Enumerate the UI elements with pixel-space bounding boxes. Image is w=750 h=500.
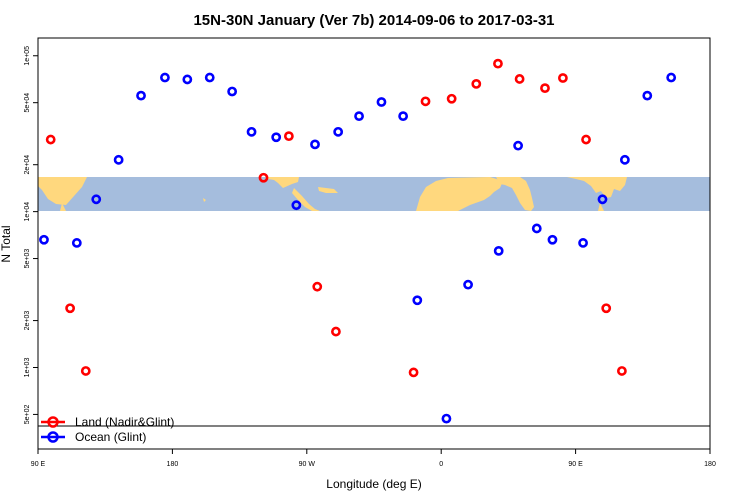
map-land-asia-left <box>38 177 87 205</box>
land-point <box>540 83 550 94</box>
world-map-band <box>38 177 710 211</box>
land-point <box>514 74 525 84</box>
ocean-point <box>578 238 588 248</box>
ocean-point <box>333 126 344 137</box>
y-tick-label: 1e+03 <box>24 358 31 378</box>
ocean-point <box>71 238 82 248</box>
y-tick-label: 1e+05 <box>24 46 31 66</box>
ocean-point <box>182 74 193 85</box>
legend: Land (Nadir&Glint) Ocean (Glint) <box>41 415 174 444</box>
ocean-point <box>412 295 423 306</box>
x-axis-label: Longitude (deg E) <box>326 477 421 491</box>
ocean-point <box>160 72 170 83</box>
land-point <box>80 366 91 376</box>
legend-entry-land: Land (Nadir&Glint) <box>41 415 174 429</box>
ocean-point <box>547 234 558 245</box>
land-point <box>616 366 627 376</box>
y-tick-label: 5e+04 <box>24 93 31 113</box>
land-point <box>581 134 591 145</box>
ocean-point <box>291 200 302 211</box>
chart-title: 15N-30N January (Ver 7b) 2014-09-06 to 2… <box>193 12 554 29</box>
y-axis-ticks: 5e+02 1e+03 2e+03 5e+03 1e+04 2e+04 5e+04 1e+05 <box>24 46 38 424</box>
plot-frame <box>37 37 711 450</box>
y-tick-label: 2e+04 <box>24 155 31 175</box>
ocean-point <box>136 90 146 101</box>
ocean-point <box>513 140 524 151</box>
map-land-islands-right <box>598 203 604 211</box>
land-point <box>558 73 568 83</box>
ocean-point <box>246 126 257 137</box>
ocean-point <box>113 154 124 165</box>
map-land-caribbean <box>318 187 338 193</box>
ocean-point <box>39 234 49 245</box>
land-point <box>601 303 612 314</box>
ocean-point <box>227 86 238 97</box>
ocean-point <box>666 72 677 83</box>
legend-label-ocean: Ocean (Glint) <box>75 430 146 444</box>
map-land-central-america <box>292 188 320 211</box>
legend-swatch-land-marker <box>47 416 59 428</box>
ocean-point <box>204 72 215 83</box>
ocean-point <box>597 194 608 205</box>
ocean-point <box>619 154 630 165</box>
ocean-point <box>441 413 452 424</box>
ocean-point <box>354 111 364 122</box>
land-point <box>45 134 56 145</box>
x-tick-label: 90 E <box>568 461 583 468</box>
legend-swatch-ocean-marker <box>47 431 59 443</box>
y-tick-label: 1e+04 <box>24 202 31 222</box>
ocean-point <box>310 139 320 150</box>
map-land-asia-right <box>567 177 627 198</box>
y-tick-label: 5e+02 <box>24 404 31 424</box>
x-tick-label: 90 E <box>31 461 46 468</box>
legend-label-land: Land (Nadir&Glint) <box>75 415 174 429</box>
land-point <box>493 58 503 69</box>
x-tick-label: 90 W <box>299 461 316 468</box>
map-land-north-america <box>265 177 299 188</box>
land-point <box>312 281 323 292</box>
legend-entry-ocean: Ocean (Glint) <box>41 430 146 444</box>
ocean-point <box>271 132 282 143</box>
ocean-point <box>642 90 653 101</box>
land-point <box>408 367 419 378</box>
data-points <box>39 58 677 424</box>
land-point <box>446 93 457 104</box>
map-land-hawaii <box>203 198 206 202</box>
y-tick-label: 5e+03 <box>24 249 31 269</box>
x-tick-label: 0 <box>439 461 443 468</box>
land-point <box>65 303 76 314</box>
land-point <box>258 172 269 183</box>
ocean-point <box>376 97 387 107</box>
map-land-arabia-india-right <box>496 177 534 211</box>
ocean-point <box>531 223 542 234</box>
ocean-point <box>398 111 409 122</box>
map-land-islands <box>60 203 66 211</box>
y-axis-label: N Total <box>0 225 13 262</box>
x-tick-label: 180 <box>704 461 716 468</box>
x-tick-label: 180 <box>167 461 179 468</box>
x-axis-ticks: 90 E 180 90 W 0 90 E 180 <box>31 449 716 468</box>
ocean-point <box>91 194 102 205</box>
map-land-africa-arabia <box>416 177 503 211</box>
ocean-point <box>493 245 504 256</box>
land-point <box>283 131 294 142</box>
ocean-point <box>463 279 473 290</box>
y-tick-label: 2e+03 <box>24 311 31 331</box>
land-point <box>331 326 341 337</box>
land-point <box>471 78 482 89</box>
land-point <box>420 96 431 107</box>
